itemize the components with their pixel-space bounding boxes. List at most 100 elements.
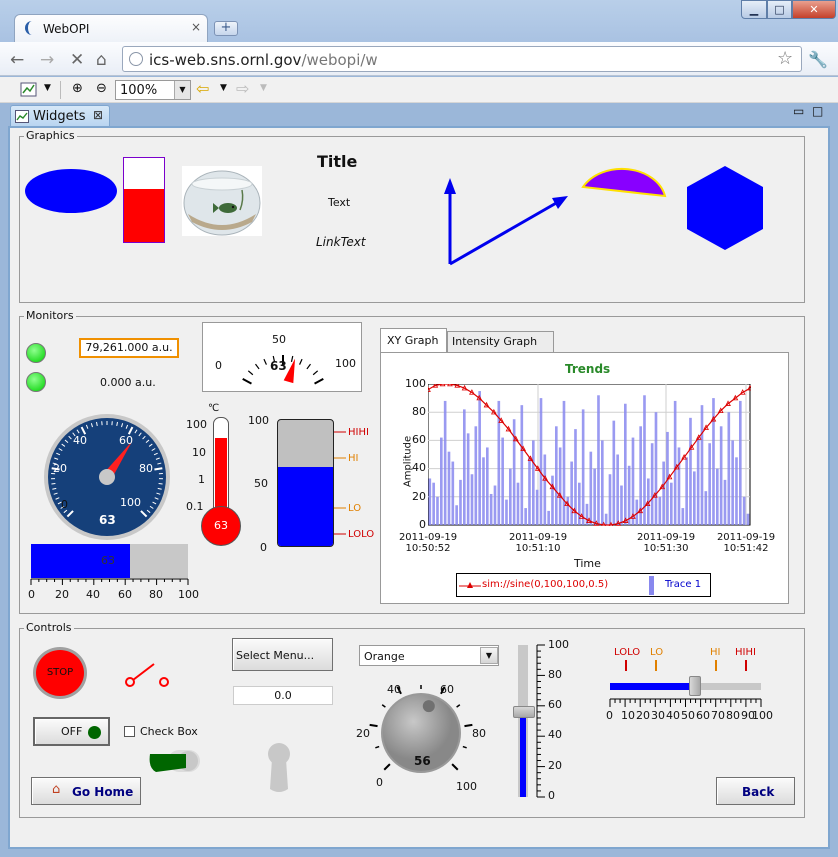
trace-1-bar xyxy=(658,496,662,525)
boolean-switch[interactable] xyxy=(146,748,202,776)
link-text[interactable]: LinkText xyxy=(316,235,366,249)
stop-loading-icon[interactable]: ✕ xyxy=(70,50,85,70)
back-button[interactable]: Back xyxy=(716,777,795,805)
sine-trace-point xyxy=(593,520,600,526)
sine-trace-point xyxy=(732,394,739,401)
forward-arrow-icon[interactable]: → xyxy=(40,50,55,70)
tab-close-icon[interactable]: × xyxy=(191,20,202,34)
tank-widget xyxy=(277,419,334,547)
trace-1-bar xyxy=(489,493,493,525)
gauge-tick-mark xyxy=(96,421,98,427)
tab-intensity-graph[interactable]: Intensity Graph xyxy=(447,331,554,352)
trace-1-bar xyxy=(443,400,447,525)
back-history-dropdown-icon[interactable]: ▼ xyxy=(220,83,227,93)
trace-1-bar xyxy=(493,485,497,525)
purple-arc xyxy=(581,167,667,198)
stop-button[interactable]: STOP xyxy=(33,647,87,699)
vertical-slider-thumb[interactable] xyxy=(513,705,535,718)
bookmark-star-icon[interactable]: ☆ xyxy=(777,48,794,69)
thermo-tick-1: 1 xyxy=(198,473,205,486)
minimize-button[interactable]: ▁ xyxy=(741,0,767,19)
gauge-tick-mark xyxy=(125,424,129,429)
thermo-tick-10: 10 xyxy=(192,446,206,459)
gauge-tick-mark xyxy=(64,439,69,443)
sine-trace-point xyxy=(476,394,483,401)
combo-dropdown-icon[interactable]: ▼ xyxy=(480,647,498,664)
new-tab-button[interactable]: + xyxy=(214,21,238,36)
gauge-tick-mark xyxy=(152,501,157,505)
back-arrow-icon[interactable]: ← xyxy=(10,50,25,70)
trace-1-bar xyxy=(440,437,443,525)
browser-tab[interactable]: WebOPI × xyxy=(14,14,208,42)
horizontal-slider-thumb[interactable] xyxy=(688,676,701,696)
run-dropdown-icon[interactable]: ▼ xyxy=(44,83,51,93)
sine-trace-point xyxy=(556,492,563,498)
hs-hihi-label: HIHI xyxy=(735,647,756,658)
widgets-tab-close-icon[interactable]: ⊠ xyxy=(93,108,104,122)
zoom-value: 100% xyxy=(120,83,158,98)
combo-box[interactable]: Orange ▼ xyxy=(359,645,499,666)
gauge-tick-mark xyxy=(156,492,161,495)
maximize-button[interactable]: □ xyxy=(767,0,792,19)
hs-tick-0: 0 xyxy=(606,709,613,722)
progress-tick-labels: 0 20 40 60 80 100 xyxy=(28,588,199,602)
meter-needle xyxy=(283,358,296,384)
gauge-tick-mark xyxy=(155,457,160,460)
off-toggle-button[interactable]: OFF xyxy=(33,717,110,746)
sine-trace-point xyxy=(527,455,534,461)
trace-1-bar xyxy=(731,440,734,525)
sine-trace-point xyxy=(461,384,468,391)
forward-history-icon[interactable]: ⇨ xyxy=(236,79,250,98)
wrench-icon[interactable]: 🔧 xyxy=(808,50,828,69)
gauge-tick-mark xyxy=(154,467,163,471)
trace-1-bar xyxy=(558,447,562,525)
toggle-switch[interactable] xyxy=(124,658,172,692)
forward-history-dropdown-icon[interactable]: ▼ xyxy=(260,83,267,93)
sine-trace-point xyxy=(549,483,556,490)
view-minimize-icon[interactable]: ▭ xyxy=(793,104,805,118)
zoom-combo[interactable]: 100% ▼ xyxy=(115,80,191,100)
go-home-button[interactable]: ⌂ Go Home xyxy=(31,777,141,805)
widgets-view-tab[interactable]: Widgets ⊠ xyxy=(10,105,110,127)
trace-1-bar xyxy=(608,474,612,525)
trace-1-bar xyxy=(528,457,531,525)
vertical-slider-track[interactable] xyxy=(518,645,528,797)
horizontal-slider-track[interactable] xyxy=(610,683,761,690)
sine-trace-point xyxy=(695,434,702,440)
tab-xy-graph[interactable]: XY Graph xyxy=(380,328,447,352)
home-icon[interactable]: ⌂ xyxy=(96,50,107,70)
x-tick-4: 2011-09-19 10:51:42 xyxy=(714,532,778,554)
gauge-tick-mark xyxy=(63,509,68,514)
knob-tick-mark xyxy=(464,723,473,728)
thermo-tick-0.1: 0.1 xyxy=(186,500,204,513)
trace-1-bar xyxy=(704,491,708,525)
thermometer-unit: ℃ xyxy=(208,403,220,414)
view-maximize-icon[interactable]: □ xyxy=(812,104,824,118)
off-toggle-label: OFF xyxy=(61,725,83,738)
knob-thumb[interactable] xyxy=(422,700,435,713)
text-update-1: 79,261.000 a.u. xyxy=(79,338,179,358)
sine-trace-point xyxy=(688,444,695,450)
gauge-tick-mark xyxy=(140,510,148,518)
select-menu-button[interactable]: Select Menu... xyxy=(232,638,333,671)
back-history-icon[interactable]: ⇦ xyxy=(196,79,210,98)
globe-icon xyxy=(129,52,143,66)
trace-1-bar xyxy=(436,496,439,525)
sine-trace-point xyxy=(747,384,751,391)
text-input[interactable]: 0.0 xyxy=(233,686,333,705)
zoom-out-icon[interactable]: ⊖ xyxy=(96,81,107,96)
trace-1-bar xyxy=(593,468,596,525)
zoom-in-icon[interactable]: ⊕ xyxy=(72,81,83,96)
knob[interactable] xyxy=(368,680,478,790)
horizontal-slider-scale xyxy=(609,698,762,707)
close-window-button[interactable]: ✕ xyxy=(792,0,836,19)
trace-1-bar xyxy=(512,419,516,525)
hs-lo-label: LO xyxy=(650,647,664,658)
zoom-dropdown-icon[interactable]: ▼ xyxy=(174,81,190,99)
run-opi-icon[interactable] xyxy=(20,81,38,99)
gauge-tick-mark xyxy=(153,452,158,456)
address-bar[interactable]: ics-web.sns.ornl.gov/webopi/w ☆ xyxy=(122,46,802,72)
trace-1-bar xyxy=(708,443,711,525)
check-box[interactable] xyxy=(124,726,135,737)
sine-trace-point xyxy=(703,424,709,430)
